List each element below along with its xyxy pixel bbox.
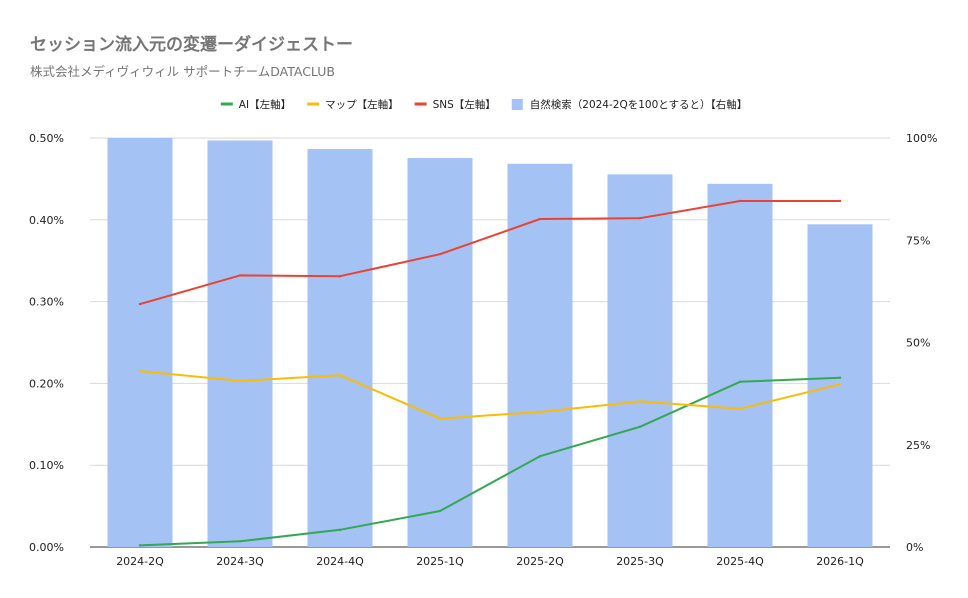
x-tick-label: 2025-1Q (416, 555, 464, 568)
x-tick-label: 2026-1Q (816, 555, 864, 568)
legend-label: AI【左軸】 (239, 98, 291, 111)
data-point (738, 407, 742, 410)
data-point (638, 425, 642, 428)
x-tick-label: 2025-4Q (716, 555, 764, 568)
y-right-tick-label: 75% (906, 234, 930, 247)
bar (807, 224, 873, 547)
y-left-tick-label: 0.20% (29, 377, 64, 390)
y-right-tick-label: 100% (906, 132, 937, 145)
bar (407, 158, 473, 547)
data-point (838, 383, 842, 386)
data-point (138, 369, 142, 373)
data-point (538, 455, 542, 458)
data-point (338, 528, 342, 532)
y-left-tick-label: 0.40% (29, 214, 64, 227)
bar (307, 149, 373, 547)
data-point (238, 274, 242, 277)
legend-label: マップ【左軸】 (325, 98, 399, 111)
data-point (438, 417, 442, 420)
data-point (538, 410, 542, 414)
x-tick-label: 2025-3Q (616, 555, 664, 568)
y-left-tick-label: 0.50% (29, 132, 64, 145)
data-point (338, 374, 342, 377)
y-right-tick-label: 0% (906, 541, 923, 554)
data-point (538, 217, 542, 221)
data-point (638, 400, 642, 403)
legend-label: 自然検索（2024-2Qを100とすると）【右軸】 (530, 98, 747, 111)
chart-title: セッション流入元の変遷ーダイジェストー (30, 35, 353, 55)
x-tick-label: 2024-2Q (116, 555, 164, 568)
data-point (138, 302, 142, 306)
data-point (438, 509, 442, 513)
bar (507, 163, 573, 547)
bar (107, 138, 173, 547)
data-point (838, 199, 842, 203)
data-point (338, 275, 342, 278)
data-point (238, 540, 242, 543)
series-line (139, 376, 841, 547)
data-point (738, 380, 742, 383)
y-right-tick-label: 25% (906, 439, 930, 452)
bar (207, 140, 273, 548)
data-point (138, 544, 142, 547)
x-tick-label: 2024-4Q (316, 555, 364, 568)
data-point (838, 376, 842, 379)
data-point (238, 379, 242, 383)
y-left-tick-label: 0.30% (29, 296, 64, 309)
x-tick-label: 2025-2Q (516, 555, 564, 568)
y-right-tick-label: 50% (906, 337, 930, 350)
y-left-tick-label: 0.00% (29, 541, 64, 554)
bar (707, 183, 773, 548)
series-line (139, 200, 840, 306)
data-point (438, 252, 442, 256)
x-tick-label: 2024-3Q (216, 555, 264, 568)
series-line (139, 370, 841, 420)
data-point (738, 199, 742, 203)
bar (607, 174, 673, 547)
legend: AI【左軸】 マップ【左軸】 SNS【左軸】 自然検索（2024-2Qを100とすると… (220, 98, 747, 111)
legend-swatch (511, 99, 523, 110)
chart-subtitle: 株式会社メディヴィウィル サポートチームDATACLUB (30, 64, 336, 79)
y-left-tick-label: 0.10% (29, 459, 64, 472)
legend-label: SNS【左軸】 (433, 98, 496, 111)
data-point (638, 216, 642, 220)
